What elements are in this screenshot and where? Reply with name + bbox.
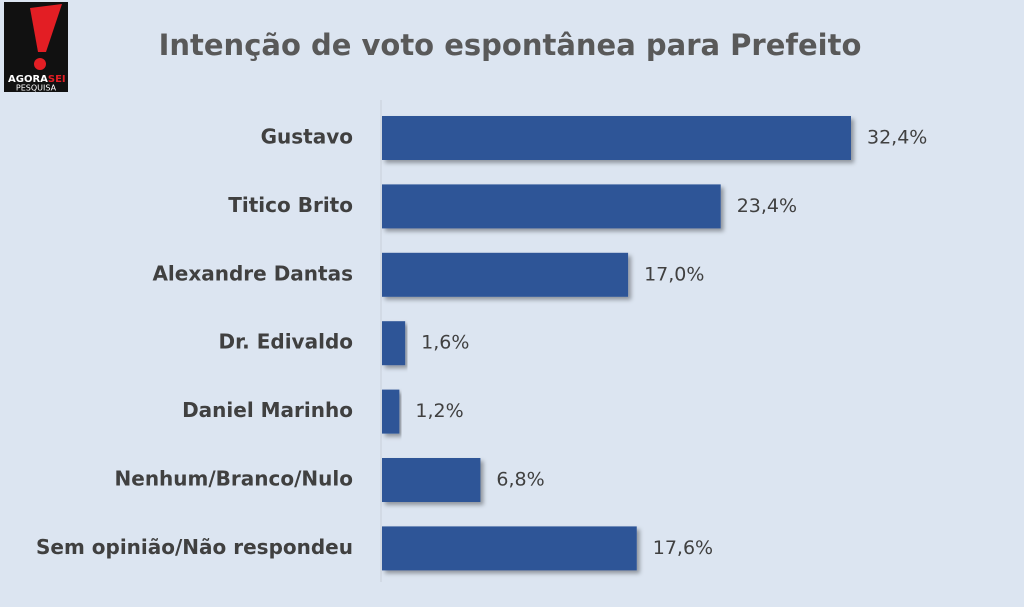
- value-label: 23,4%: [737, 195, 797, 217]
- value-label: 17,0%: [644, 263, 704, 285]
- bar: [382, 184, 721, 229]
- value-label: 1,2%: [415, 400, 463, 422]
- category-label: Daniel Marinho: [182, 398, 353, 422]
- category-label: Alexandre Dantas: [152, 261, 353, 285]
- logo-brand-start: AGORA: [8, 74, 48, 85]
- logo-brand: AGORASEI: [8, 74, 66, 85]
- category-label: Sem opinião/Não respondeu: [36, 535, 353, 559]
- category-label: Nenhum/Branco/Nulo: [115, 467, 353, 491]
- bar: [382, 458, 481, 502]
- logo-tagline: PESQUISA: [16, 84, 57, 93]
- logo: AGORASEI PESQUISA: [4, 2, 68, 93]
- bar: [382, 116, 851, 160]
- value-label: 32,4%: [867, 127, 927, 149]
- category-label: Titico Brito: [228, 193, 353, 217]
- chart-title: Intenção de voto espontânea para Prefeit…: [159, 28, 862, 62]
- category-label: Dr. Edivaldo: [219, 330, 353, 354]
- value-label: 1,6%: [421, 332, 469, 354]
- value-label: 6,8%: [496, 469, 544, 491]
- logo-dot: [34, 58, 46, 70]
- bar: [382, 526, 637, 571]
- bar: [382, 321, 406, 366]
- bar: [382, 252, 629, 297]
- value-label: 17,6%: [653, 537, 713, 559]
- logo-mark: [30, 4, 62, 52]
- logo-brand-end: SEI: [48, 74, 66, 85]
- category-label: Gustavo: [261, 125, 353, 149]
- bar: [382, 389, 400, 434]
